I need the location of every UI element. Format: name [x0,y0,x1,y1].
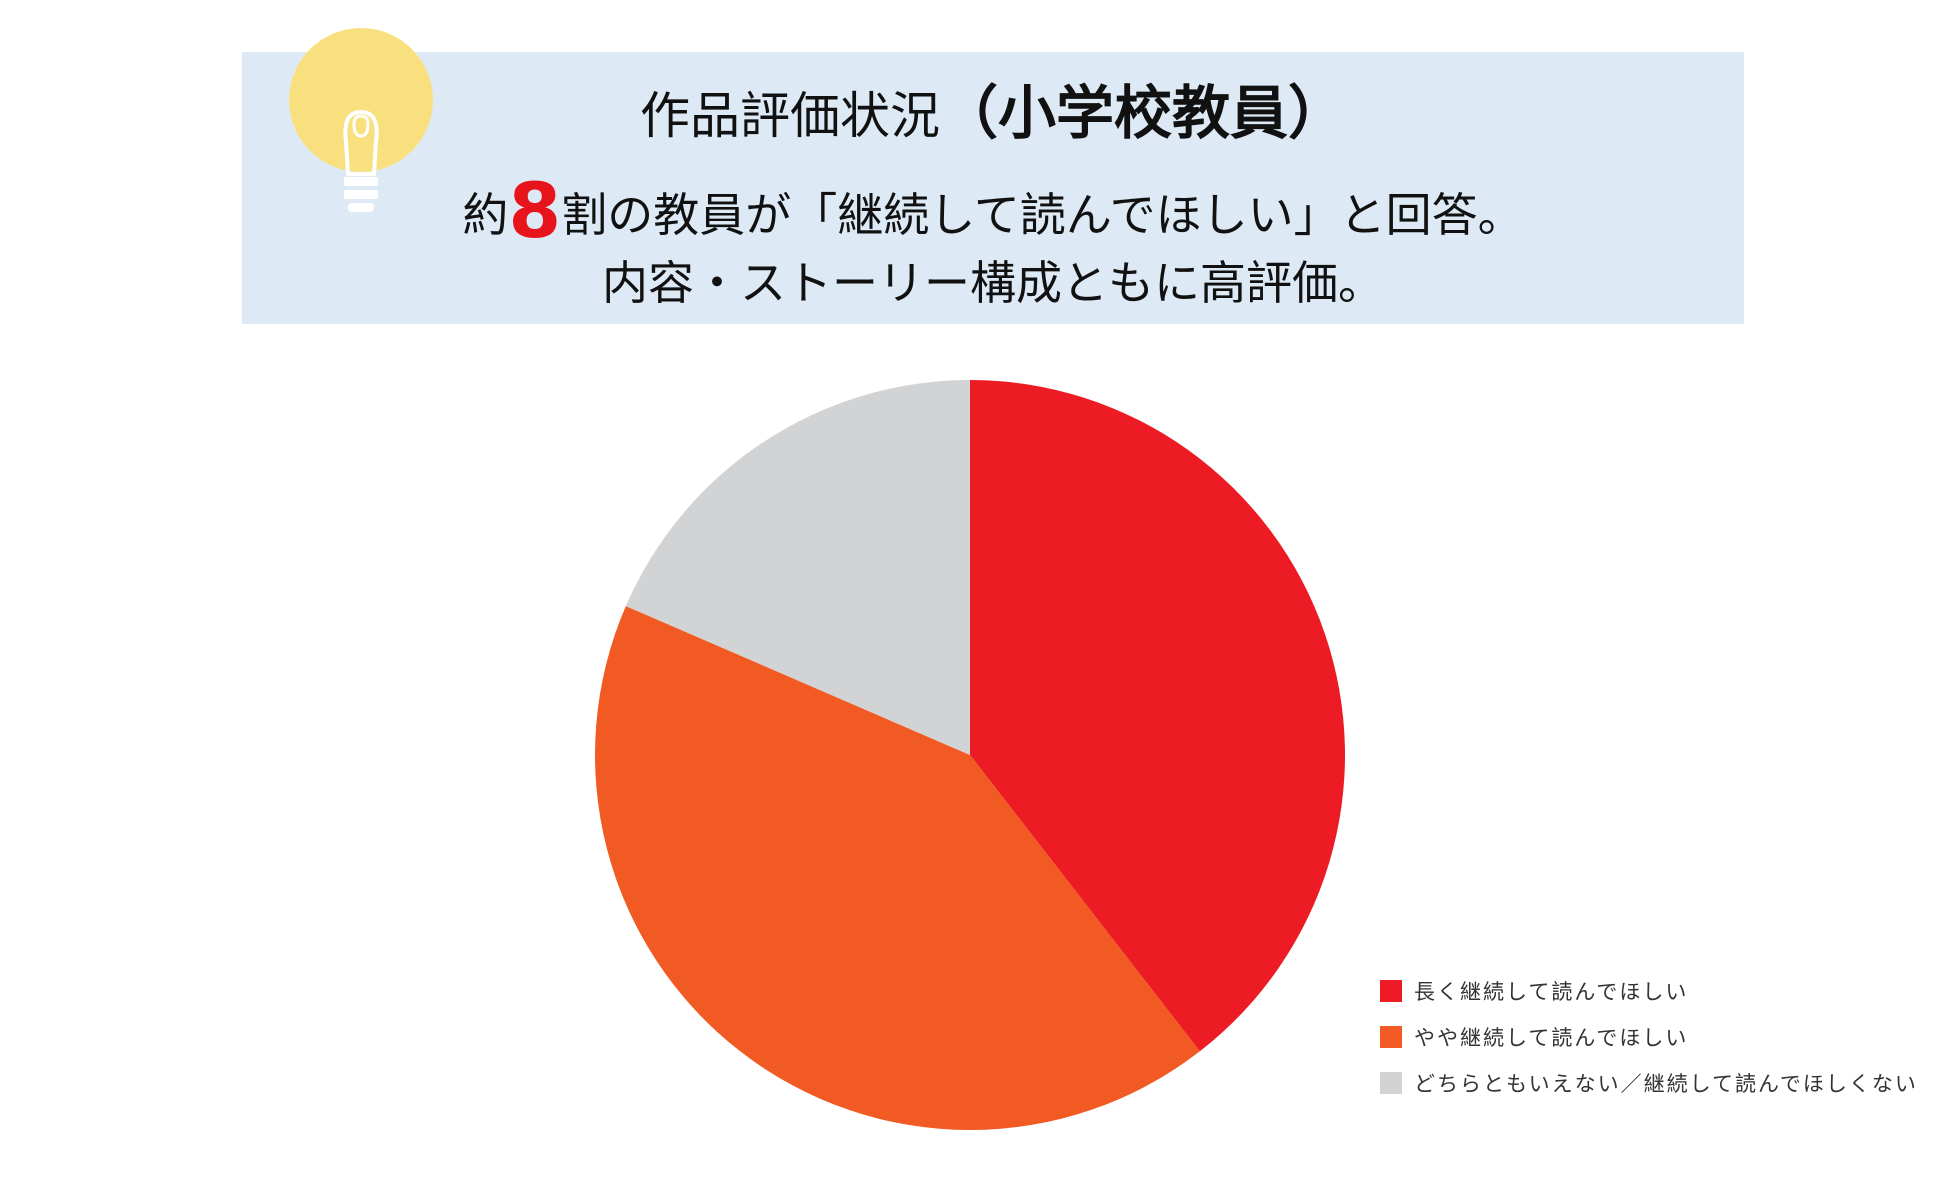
legend-label: どちらともいえない／継続して読んでほしくない [1414,1072,1918,1096]
legend-swatch [1380,1026,1402,1048]
legend-swatch [1380,1072,1402,1094]
legend-item-2: どちらともいえない／継続して読んでほしくない [1380,1060,1918,1106]
pie-slice-2 [625,380,970,755]
summary-line1-after: 割の教員が「継続して読んでほしい」と回答。 [561,188,1524,242]
header-box [242,52,1744,324]
page-title: 作品評価状況（小学校教員） [242,78,1744,151]
chart-legend: 長く継続して読んでほしい やや継続して読んでほしいどちらともいえない／継続して読ん… [1380,968,1918,1106]
pie-slice-1 [595,606,1200,1130]
pie-slice-0 [970,380,1345,1052]
pie-chart [595,380,1345,1130]
summary-line-1: 約8割の教員が「継続して読んでほしい」と回答。 [242,173,1744,249]
title-strong: （小学校教員） [939,79,1346,147]
highlight-number: 8 [508,166,562,255]
lightbulb-icon [289,28,433,212]
title-prefix: 作品評価状況 [639,87,940,145]
summary-line-2: 内容・ストーリー構成ともに高評価。 [602,256,1384,310]
legend-item-1: やや継続して読んでほしい [1380,1014,1918,1060]
legend-label: やや継続して読んでほしい [1414,1026,1689,1050]
legend-label: 長く継続して読んでほしい [1414,980,1689,1004]
legend-item-0: 長く継続して読んでほしい [1380,968,1918,1014]
summary-line1-before: 約 [462,188,509,242]
legend-swatch [1380,980,1402,1002]
